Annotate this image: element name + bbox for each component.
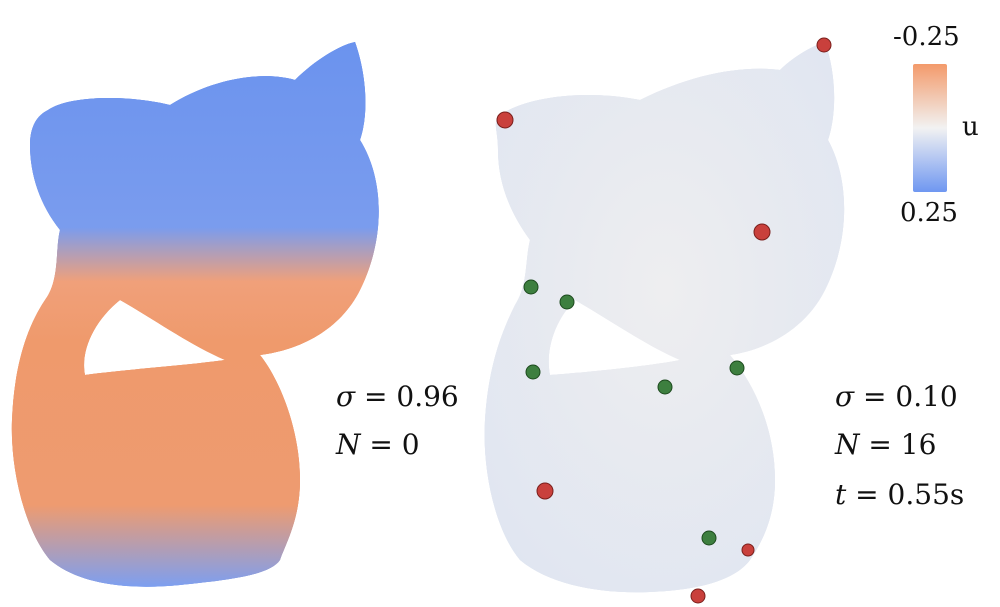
- colorbar: [913, 64, 947, 192]
- left-n-symbol: N: [336, 428, 361, 461]
- green-marker: [523, 279, 539, 295]
- right-n-label: N = 16: [835, 428, 936, 461]
- left-cat-model: [11, 42, 379, 587]
- red-markers: [496, 37, 832, 604]
- red-marker: [741, 543, 755, 557]
- green-marker: [657, 379, 673, 395]
- colorbar-bottom-label: 0.25: [900, 198, 958, 228]
- right-sigma-symbol: σ: [835, 380, 855, 413]
- right-t-label: t = 0.55s: [835, 478, 964, 511]
- left-n-label: N = 0: [336, 428, 420, 461]
- colorbar-top-label: -0.25: [893, 22, 960, 52]
- right-sigma-label: σ = 0.10: [835, 380, 958, 413]
- green-marker: [525, 364, 541, 380]
- green-markers: [523, 279, 745, 546]
- left-n-value: = 0: [369, 428, 420, 461]
- right-t-symbol: t: [835, 478, 847, 511]
- right-sigma-value: = 0.10: [863, 380, 958, 413]
- right-t-value: = 0.55s: [855, 478, 965, 511]
- red-marker: [496, 111, 514, 129]
- green-marker: [559, 294, 575, 310]
- left-sigma-symbol: σ: [336, 380, 356, 413]
- red-marker: [536, 482, 554, 500]
- green-marker: [701, 530, 717, 546]
- colorbar-variable-label: u: [962, 112, 979, 142]
- red-marker: [690, 588, 706, 604]
- left-sigma-value: = 0.96: [364, 380, 459, 413]
- red-marker: [816, 37, 832, 53]
- red-marker: [753, 223, 771, 241]
- right-n-value: = 16: [868, 428, 937, 461]
- right-n-symbol: N: [835, 428, 860, 461]
- green-marker: [729, 360, 745, 376]
- right-cat-model: [484, 37, 845, 604]
- left-sigma-label: σ = 0.96: [336, 380, 459, 413]
